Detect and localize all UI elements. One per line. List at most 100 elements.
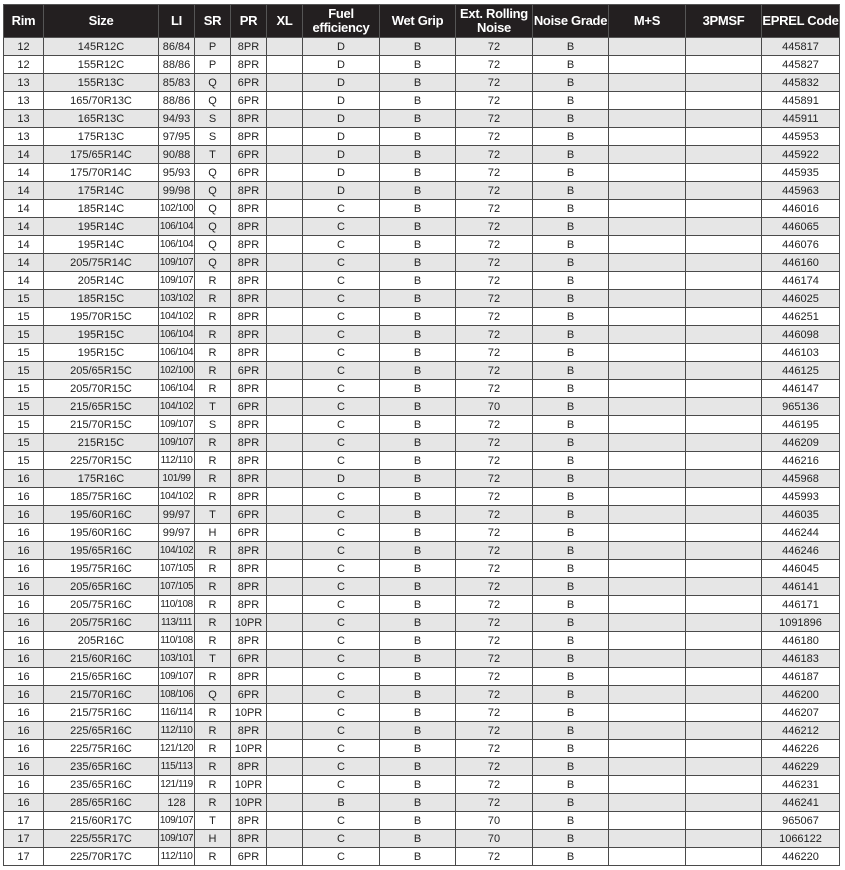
cell-m-s: [608, 127, 686, 146]
cell-sr: R: [194, 379, 231, 398]
cell-noise-grade: B: [532, 703, 609, 722]
cell-m-s: [608, 109, 686, 128]
table-row: 16 195/60R16C 99/97 H 6PR C B 72 B 446244: [3, 523, 840, 542]
cell-size: 185/75R16C: [43, 487, 159, 506]
cell-size: 195/65R16C: [43, 541, 159, 560]
table-row: 13 165R13C 94/93 S 8PR D B 72 B 445911: [3, 109, 840, 128]
cell-xl: [266, 145, 303, 164]
cell-xl: [266, 757, 303, 776]
cell-noise-grade: B: [532, 379, 609, 398]
cell-ext-rolling-noise: 72: [455, 667, 533, 686]
cell-m-s: [608, 289, 686, 308]
cell-eprel-code: 445922: [761, 145, 840, 164]
cell-eprel-code: 446076: [761, 235, 840, 254]
cell-fuel-efficiency: C: [302, 577, 380, 596]
table-row: 16 215/60R16C 103/101 T 6PR C B 72 B 446183: [3, 649, 840, 668]
header-wet-grip: Wet Grip: [379, 4, 456, 38]
cell-noise-grade: B: [532, 559, 609, 578]
cell-xl: [266, 397, 303, 416]
cell-m-s: [608, 541, 686, 560]
cell-ext-rolling-noise: 72: [455, 55, 533, 74]
table-row: 15 195R15C 106/104 R 8PR C B 72 B 446103: [3, 343, 840, 362]
cell-3pmsf: [685, 181, 762, 200]
header-rim: Rim: [3, 4, 44, 38]
cell-wet-grip: B: [379, 91, 456, 110]
table-row: 13 155R13C 85/83 Q 6PR D B 72 B 445832: [3, 73, 840, 92]
cell-eprel-code: 446207: [761, 703, 840, 722]
cell-fuel-efficiency: C: [302, 505, 380, 524]
header-m-s: M+S: [608, 4, 686, 38]
cell-xl: [266, 55, 303, 74]
cell-eprel-code: 445993: [761, 487, 840, 506]
cell-ext-rolling-noise: 72: [455, 775, 533, 794]
cell-xl: [266, 343, 303, 362]
cell-pr: 8PR: [230, 307, 267, 326]
cell-size: 205R16C: [43, 631, 159, 650]
cell-3pmsf: [685, 235, 762, 254]
cell-sr: P: [194, 55, 231, 74]
cell-xl: [266, 163, 303, 182]
cell-pr: 8PR: [230, 595, 267, 614]
cell-size: 205/70R15C: [43, 379, 159, 398]
cell-sr: R: [194, 613, 231, 632]
cell-eprel-code: 445817: [761, 37, 840, 56]
cell-3pmsf: [685, 721, 762, 740]
cell-pr: 8PR: [230, 127, 267, 146]
cell-xl: [266, 829, 303, 848]
cell-m-s: [608, 469, 686, 488]
cell-sr: R: [194, 469, 231, 488]
cell-fuel-efficiency: C: [302, 739, 380, 758]
cell-sr: R: [194, 721, 231, 740]
cell-eprel-code: 446187: [761, 667, 840, 686]
table-row: 16 285/65R16C 128 R 10PR B B 72 B 446241: [3, 793, 840, 812]
table-row: 15 205/65R15C 102/100 R 6PR C B 72 B 446125: [3, 361, 840, 380]
cell-pr: 8PR: [230, 577, 267, 596]
table-row: 15 205/70R15C 106/104 R 8PR C B 72 B 446147: [3, 379, 840, 398]
cell-xl: [266, 847, 303, 866]
cell-rim: 16: [3, 595, 44, 614]
cell-pr: 8PR: [230, 721, 267, 740]
cell-pr: 8PR: [230, 253, 267, 272]
cell-pr: 10PR: [230, 739, 267, 758]
cell-size: 195/60R16C: [43, 523, 159, 542]
cell-noise-grade: B: [532, 451, 609, 470]
table-row: 16 205/65R16C 107/105 R 8PR C B 72 B 446141: [3, 577, 840, 596]
cell-size: 175/65R14C: [43, 145, 159, 164]
cell-noise-grade: B: [532, 541, 609, 560]
cell-3pmsf: [685, 127, 762, 146]
cell-rim: 16: [3, 559, 44, 578]
cell-xl: [266, 379, 303, 398]
cell-rim: 15: [3, 343, 44, 362]
cell-sr: T: [194, 811, 231, 830]
cell-pr: 8PR: [230, 415, 267, 434]
cell-xl: [266, 703, 303, 722]
cell-pr: 8PR: [230, 271, 267, 290]
table-row: 16 235/65R16C 115/113 R 8PR C B 72 B 446229: [3, 757, 840, 776]
header-3pmsf: 3PMSF: [685, 4, 762, 38]
table-row: 16 185/75R16C 104/102 R 8PR C B 72 B 445993: [3, 487, 840, 506]
cell-size: 215R15C: [43, 433, 159, 452]
cell-m-s: [608, 361, 686, 380]
cell-3pmsf: [685, 73, 762, 92]
cell-size: 205/75R16C: [43, 613, 159, 632]
cell-eprel-code: 446195: [761, 415, 840, 434]
cell-3pmsf: [685, 37, 762, 56]
cell-li: 106/104: [158, 217, 195, 236]
cell-wet-grip: B: [379, 703, 456, 722]
cell-3pmsf: [685, 523, 762, 542]
cell-rim: 12: [3, 37, 44, 56]
cell-sr: R: [194, 541, 231, 560]
cell-3pmsf: [685, 577, 762, 596]
cell-pr: 8PR: [230, 541, 267, 560]
cell-3pmsf: [685, 847, 762, 866]
cell-li: 86/84: [158, 37, 195, 56]
cell-ext-rolling-noise: 72: [455, 415, 533, 434]
cell-3pmsf: [685, 91, 762, 110]
cell-xl: [266, 595, 303, 614]
cell-ext-rolling-noise: 72: [455, 469, 533, 488]
cell-fuel-efficiency: D: [302, 109, 380, 128]
cell-m-s: [608, 757, 686, 776]
cell-fuel-efficiency: C: [302, 613, 380, 632]
cell-fuel-efficiency: C: [302, 703, 380, 722]
cell-eprel-code: 446025: [761, 289, 840, 308]
